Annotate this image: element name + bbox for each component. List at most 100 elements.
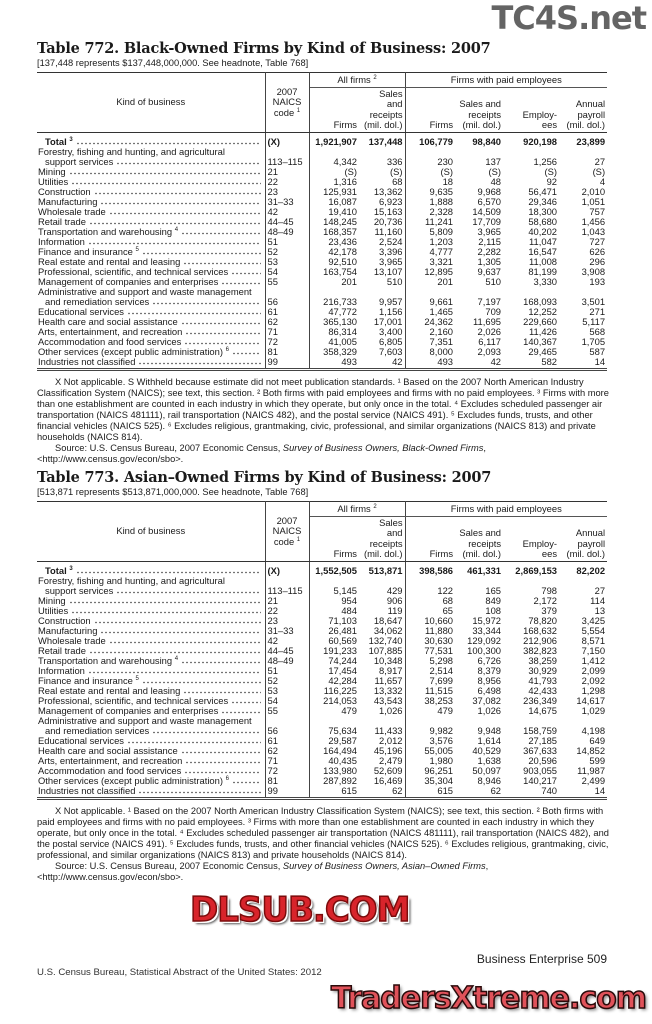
naics-code: 53 <box>265 256 310 267</box>
cell-value: 133,980 <box>323 764 357 776</box>
column-group-paid-employees: Firms with paid employees <box>405 501 608 517</box>
row-label: Information <box>37 665 266 676</box>
cell-value: 229,660 <box>523 315 558 327</box>
table-row: Educational services 61 29,587 2,012 3,576 1… <box>37 735 607 746</box>
cell-value: 5,145 <box>333 584 357 596</box>
cell-value: 1,552,505 <box>315 564 357 576</box>
cell-value: 114 <box>590 594 606 606</box>
source-note: Source: U.S. Census Bureau, 2007 Economi… <box>37 860 489 882</box>
cell-value: 11,880 <box>425 624 454 636</box>
column-header-naics: 2007 NAICS code 1 <box>265 501 310 562</box>
table-row: Manufacturing 31–33 16,087 6,923 1,888 6,570… <box>37 196 607 207</box>
cell-value: 4 <box>599 175 606 187</box>
row-label: Transportation and warehousing 4 <box>37 655 266 666</box>
cell-value: 20,736 <box>359 216 406 227</box>
dot-leader <box>88 221 261 225</box>
table-row: Finance and insurance 5 52 42,284 11,657 7,… <box>37 674 607 686</box>
naics-code: (X) <box>265 132 310 147</box>
cell-value: 26,481 <box>328 624 357 636</box>
cell-value: 1,638 <box>477 754 502 766</box>
dot-leader <box>93 620 261 624</box>
cell-value: 484 <box>341 604 357 616</box>
dot-leader <box>221 710 261 714</box>
row-label: Administrative and support and waste man… <box>37 715 266 726</box>
cell-value: 1,316 <box>333 175 357 187</box>
row-label: Information <box>37 236 266 247</box>
row-label: support services <box>37 585 266 596</box>
cell-value: 296 <box>589 255 606 267</box>
dot-leader <box>116 161 261 165</box>
dot-leader <box>75 141 261 145</box>
cell-value: 125,931 <box>323 185 357 197</box>
table-row: support services 113–115 4,342 336 230 137 1,… <box>37 155 607 167</box>
cell-value: 1,305 <box>477 255 502 267</box>
naics-code: 99 <box>265 785 310 800</box>
dot-leader <box>181 660 261 664</box>
cell-value: 40,435 <box>328 754 357 766</box>
row-label: Professional, scientific, and technical … <box>37 266 266 277</box>
cell-value: 14 <box>559 356 608 371</box>
cell-value: 8,956 <box>477 674 502 686</box>
cell-value: 38,259 <box>528 654 558 666</box>
table-row: Other services (except public administra… <box>37 774 607 786</box>
cell-value: 24,362 <box>424 315 454 327</box>
cell-value: 9,982 <box>429 724 454 736</box>
dot-leader <box>126 740 261 744</box>
naics-code: 55 <box>265 276 310 287</box>
cell-value: 2,479 <box>359 755 406 766</box>
dot-leader <box>93 191 261 195</box>
cell-value: 568 <box>589 325 606 337</box>
cell-value: 168,632 <box>523 624 558 636</box>
cell-value: 48 <box>490 175 502 187</box>
naics-code: 71 <box>265 326 310 337</box>
cell-value: 75,634 <box>328 724 357 736</box>
table-row: Wholesale trade 42 19,410 15,163 2,328 14,50… <box>37 206 607 217</box>
row-label: Forestry, fishing and hunting, and agric… <box>37 575 266 586</box>
cell-value: 510 <box>485 275 502 287</box>
cell-value: 42,284 <box>328 674 357 686</box>
dot-leader <box>68 171 261 175</box>
cell-value: 165 <box>485 584 502 596</box>
cell-value: 27 <box>594 584 606 596</box>
cell-value: 5,117 <box>582 315 606 327</box>
cell-value: 191,233 <box>323 644 357 656</box>
cell-value: 2,093 <box>477 345 502 357</box>
cell-value: 15,972 <box>472 614 502 626</box>
cell-value: 41,005 <box>328 335 357 347</box>
cell-value: 11,241 <box>425 215 454 227</box>
cell-value: 6,805 <box>359 336 406 347</box>
row-label: Construction <box>37 615 266 626</box>
cell-value: 11,515 <box>425 684 454 696</box>
naics-code: (X) <box>265 561 310 576</box>
row-label: Accommodation and food services <box>37 765 266 776</box>
table-row: Real estate and rental and leasing 53 116… <box>37 684 607 696</box>
cell-value: 599 <box>589 754 606 766</box>
cell-value: 17,454 <box>328 664 357 676</box>
cell-value: 9,661 <box>429 295 454 307</box>
table-row: Professional, scientific, and technical … <box>37 266 607 277</box>
cell-value: 615 <box>405 785 456 800</box>
table-row-label-continued: Forestry, fishing and hunting, and agric… <box>37 575 607 586</box>
cell-value: 41,793 <box>528 674 558 686</box>
naics-code: 51 <box>265 665 310 676</box>
cell-value: 3,425 <box>581 614 606 626</box>
table-footnotes: X Not applicable. S Withheld because est… <box>37 377 612 465</box>
row-label: Retail trade <box>37 216 266 227</box>
naics-code: 22 <box>265 176 310 187</box>
cell-value: 230 <box>437 155 454 167</box>
dot-leader <box>231 351 261 355</box>
cell-value: (S) <box>344 165 358 177</box>
dot-leader <box>181 231 261 235</box>
cell-value: 132,740 <box>359 635 406 646</box>
cell-value: 35,304 <box>424 774 454 786</box>
table-headnote: [137,448 represents $137,448,000,000. Se… <box>37 58 309 68</box>
naics-code: 62 <box>265 745 310 756</box>
row-label: Real estate and rental and leasing <box>37 685 266 696</box>
cell-value: 1,921,907 <box>315 135 357 147</box>
cell-value: 137,448 <box>359 132 406 147</box>
cell-value: 510 <box>359 276 406 287</box>
naics-code: 62 <box>265 316 310 327</box>
column-header-kind: Kind of business <box>37 72 266 133</box>
row-label: Retail trade <box>37 645 266 656</box>
cell-value: 1,298 <box>581 684 606 696</box>
